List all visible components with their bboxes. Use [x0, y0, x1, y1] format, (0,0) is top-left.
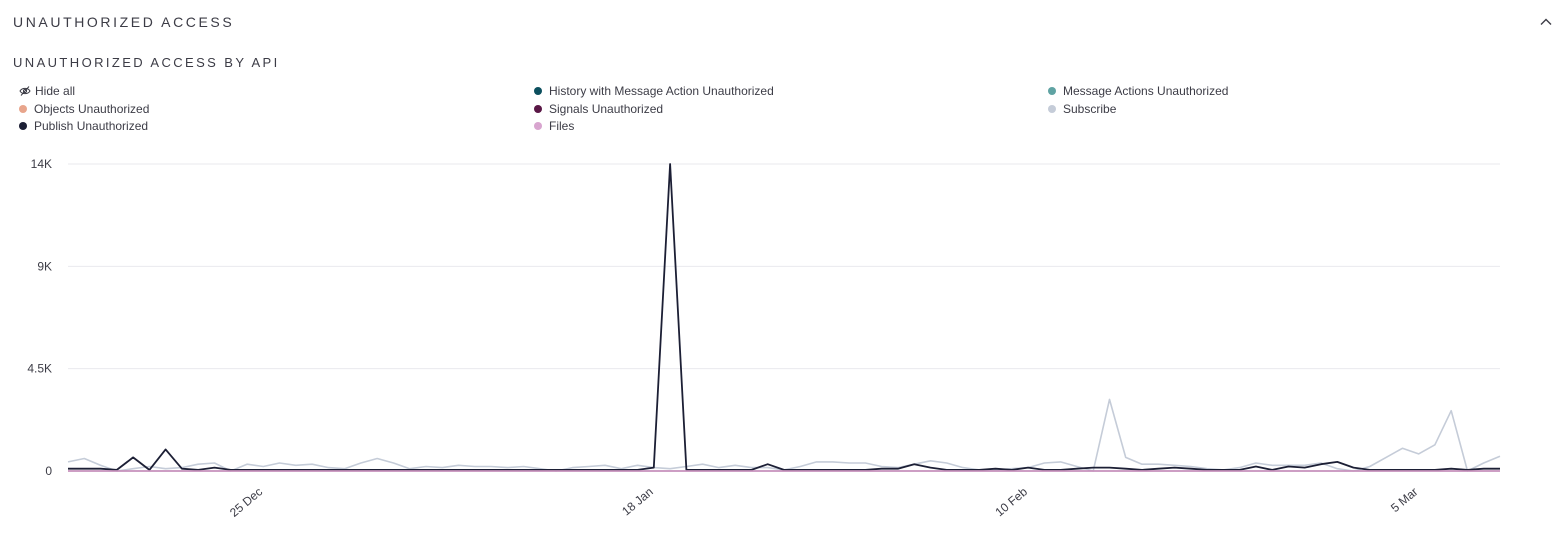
y-tick-label: 9K	[37, 259, 52, 273]
legend-item-history-with-message-action-unauthorized[interactable]: History with Message Action Unauthorized	[534, 83, 774, 99]
legend-dot	[534, 86, 542, 95]
legend-label: Files	[549, 119, 575, 133]
legend-dot	[1048, 104, 1056, 113]
y-tick-label: 14K	[31, 157, 52, 171]
x-tick-label: 5 Mar	[1388, 485, 1421, 515]
legend-item-publish-unauthorized[interactable]: Publish Unauthorized	[19, 118, 148, 134]
legend-item-objects-unauthorized[interactable]: Objects Unauthorized	[19, 101, 149, 117]
legend-dot	[19, 104, 27, 113]
legend-dot	[534, 104, 542, 113]
section-header[interactable]: UNAUTHORIZED ACCESS	[13, 13, 1553, 33]
legend-item-subscribe[interactable]: Subscribe	[1048, 101, 1116, 117]
legend-dot	[1048, 86, 1056, 95]
legend-label: Signals Unauthorized	[549, 102, 664, 116]
y-tick-label: 4.5K	[27, 362, 52, 376]
legend-dot	[19, 121, 27, 130]
legend-dot	[534, 121, 542, 130]
legend-label: Message Actions Unauthorized	[1063, 84, 1229, 98]
legend-label: History with Message Action Unauthorized	[549, 84, 774, 98]
legend-item-message-actions-unauthorized[interactable]: Message Actions Unauthorized	[1048, 83, 1228, 99]
legend-label: Publish Unauthorized	[34, 119, 149, 133]
hide-all-toggle[interactable]: Hide all	[19, 83, 75, 99]
line-chart: 0 4.5K 9K 14K 25 Dec 18 Jan 10 Feb 5 Mar	[27, 157, 1501, 520]
legend-label: Subscribe	[1063, 102, 1117, 116]
x-tick-label: 10 Feb	[992, 484, 1030, 519]
chevron-up-icon[interactable]	[1539, 15, 1553, 29]
series-line-subscribe[interactable]	[67, 398, 1501, 472]
hide-all-label: Hide all	[35, 84, 76, 98]
legend-label: Objects Unauthorized	[34, 102, 150, 116]
y-tick-label: 0	[45, 464, 52, 478]
legend-item-files[interactable]: Files	[534, 118, 574, 134]
eye-slash-icon	[19, 85, 31, 97]
x-tick-label: 25 Dec	[227, 485, 265, 520]
x-tick-label: 18 Jan	[619, 485, 656, 519]
legend-item-signals-unauthorized[interactable]: Signals Unauthorized	[534, 101, 663, 117]
series-line-publish-unauthorized[interactable]	[68, 163, 1500, 471]
chart-title: UNAUTHORIZED ACCESS BY API	[13, 55, 280, 70]
section-title: UNAUTHORIZED ACCESS	[13, 14, 235, 30]
